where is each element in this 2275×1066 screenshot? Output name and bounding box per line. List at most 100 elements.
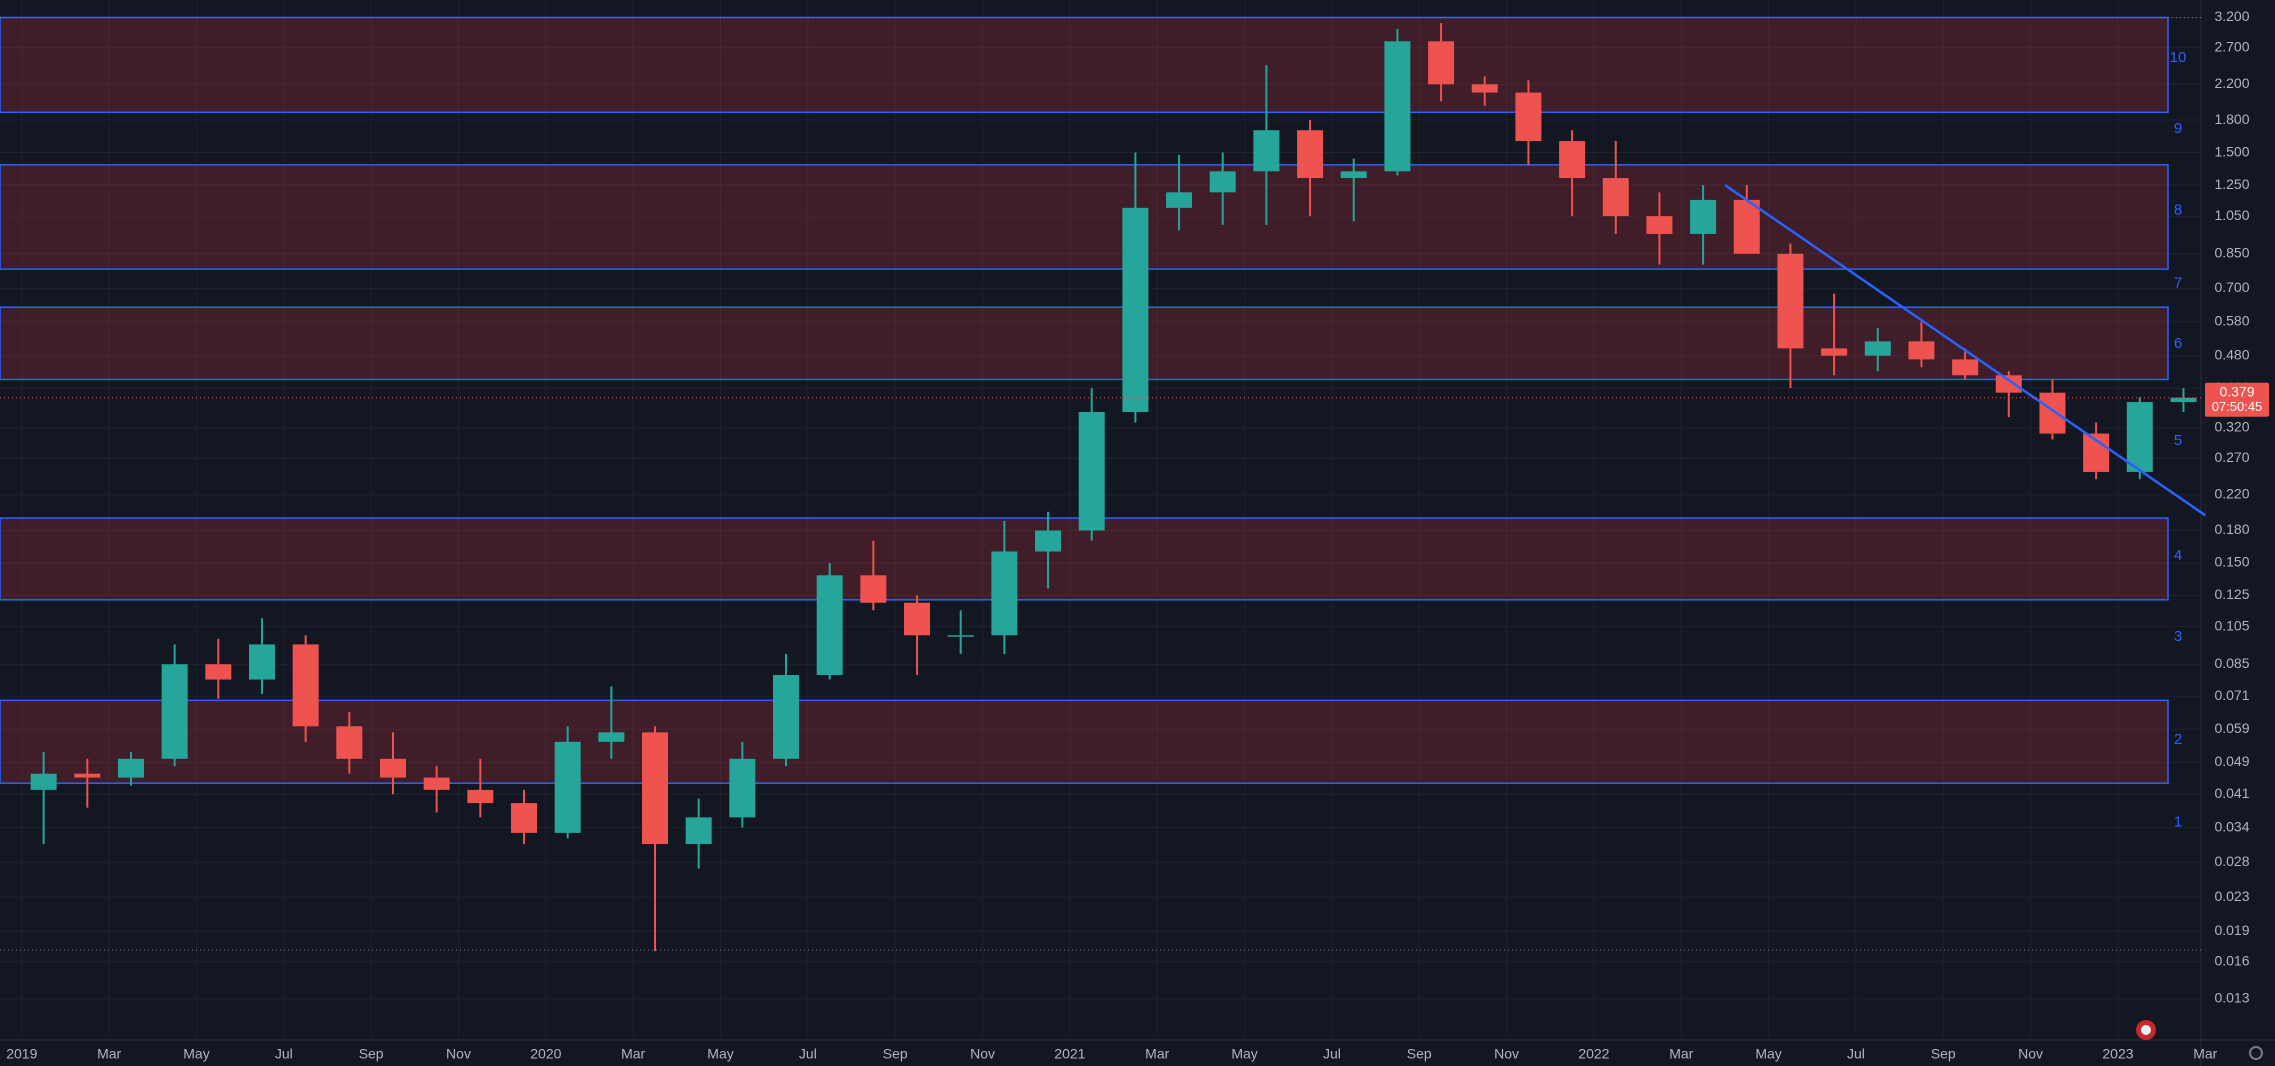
candle-body: [1821, 348, 1848, 356]
price-label: 0.379: [2219, 383, 2254, 399]
x-tick-label: Mar: [621, 1046, 645, 1062]
candle-body: [1602, 178, 1629, 217]
candle-body: [74, 773, 101, 778]
candle-body: [161, 664, 188, 759]
x-tick-label: May: [1755, 1046, 1781, 1062]
y-tick-label: 2.700: [2214, 38, 2249, 54]
y-tick-label: 0.041: [2214, 785, 2249, 801]
y-tick-label: 0.049: [2214, 753, 2249, 769]
candle-body: [1428, 41, 1455, 85]
candle-body: [991, 551, 1018, 636]
candle-body: [1166, 192, 1193, 208]
candle-body: [1384, 41, 1411, 172]
x-tick-label: Sep: [883, 1046, 908, 1062]
level-label: 5: [2174, 432, 2182, 449]
settings-icon[interactable]: [2249, 1046, 2263, 1060]
candle-body: [1471, 84, 1498, 93]
candle-body: [816, 575, 843, 676]
candle-body: [248, 644, 275, 680]
zone: [0, 164, 2169, 270]
candle-body: [1952, 359, 1979, 376]
candle-body: [205, 664, 232, 680]
x-tick-label: Nov: [970, 1046, 995, 1062]
x-tick-label: Mar: [2193, 1046, 2217, 1062]
x-tick-label: 2020: [530, 1046, 561, 1062]
candle-body: [1908, 341, 1935, 360]
x-tick-label: May: [1231, 1046, 1257, 1062]
y-tick-label: 0.071: [2214, 687, 2249, 703]
y-tick-label: 0.013: [2214, 990, 2249, 1006]
y-tick-label: 0.580: [2214, 313, 2249, 329]
y-tick-label: 0.105: [2214, 617, 2249, 633]
candle-body: [1515, 92, 1542, 142]
trendline: [1724, 184, 2207, 517]
y-tick-label: 0.320: [2214, 419, 2249, 435]
candle-body: [30, 773, 57, 790]
x-tick-label: Sep: [1407, 1046, 1432, 1062]
countdown: 07:50:45: [2212, 399, 2263, 414]
candle-body: [1078, 411, 1105, 531]
x-tick-label: Mar: [97, 1046, 121, 1062]
flag-icon: [2136, 1020, 2156, 1040]
level-label: 4: [2174, 547, 2182, 564]
candle-body: [554, 741, 581, 833]
zone: [0, 699, 2169, 784]
x-tick-label: Jul: [1847, 1046, 1865, 1062]
candle-body: [947, 635, 974, 637]
x-tick-label: Nov: [446, 1046, 471, 1062]
candle-body: [1253, 130, 1280, 172]
zone: [0, 306, 2169, 381]
x-tick-label: 2021: [1054, 1046, 1085, 1062]
y-tick-label: 0.085: [2214, 655, 2249, 671]
level-label: 6: [2174, 335, 2182, 352]
zone: [0, 517, 2169, 601]
x-tick-label: Nov: [1494, 1046, 1519, 1062]
candle-body: [1646, 216, 1673, 234]
x-tick-label: Sep: [1931, 1046, 1956, 1062]
candle-body: [860, 575, 887, 603]
candle-body: [2126, 402, 2153, 472]
x-tick-label: Jul: [799, 1046, 817, 1062]
y-tick-label: 0.220: [2214, 485, 2249, 501]
y-tick-label: 0.059: [2214, 720, 2249, 736]
x-tick-label: May: [707, 1046, 733, 1062]
y-tick-label: 1.250: [2214, 176, 2249, 192]
candle-body: [379, 758, 406, 778]
candle-body: [1035, 530, 1062, 552]
y-tick-label: 0.700: [2214, 279, 2249, 295]
candle-body: [117, 758, 144, 778]
x-tick-label: Jul: [1323, 1046, 1341, 1062]
x-tick-label: 2022: [1578, 1046, 1609, 1062]
candle-body: [1777, 253, 1804, 349]
level-label: 9: [2174, 120, 2182, 137]
y-tick-label: 1.500: [2214, 143, 2249, 159]
x-tick-label: Sep: [359, 1046, 384, 1062]
candle-body: [642, 732, 669, 845]
x-tick-label: May: [183, 1046, 209, 1062]
y-tick-label: 0.125: [2214, 586, 2249, 602]
candle-body: [292, 644, 319, 727]
candle-body: [336, 726, 363, 759]
zone: [0, 16, 2169, 114]
y-tick-label: 0.016: [2214, 953, 2249, 969]
y-tick-label: 0.150: [2214, 554, 2249, 570]
candle-body: [423, 777, 450, 790]
y-tick-label: 0.028: [2214, 853, 2249, 869]
level-label: 8: [2174, 201, 2182, 218]
candle-body: [729, 758, 756, 818]
gear[interactable]: [2249, 1046, 2263, 1060]
flag-inner: [2141, 1025, 2151, 1035]
candle-body: [598, 732, 625, 742]
x-tick-label: 2023: [2102, 1046, 2133, 1062]
level-label: 7: [2174, 274, 2182, 291]
y-tick-label: 1.800: [2214, 111, 2249, 127]
candle-body: [1340, 171, 1367, 179]
candle-body: [1122, 207, 1149, 412]
grid: [0, 0, 2206, 1037]
y-tick-label: 0.034: [2214, 818, 2249, 834]
candle-body: [773, 675, 800, 759]
y-tick-label: 2.200: [2214, 75, 2249, 91]
y-tick-label: 3.200: [2214, 8, 2249, 24]
